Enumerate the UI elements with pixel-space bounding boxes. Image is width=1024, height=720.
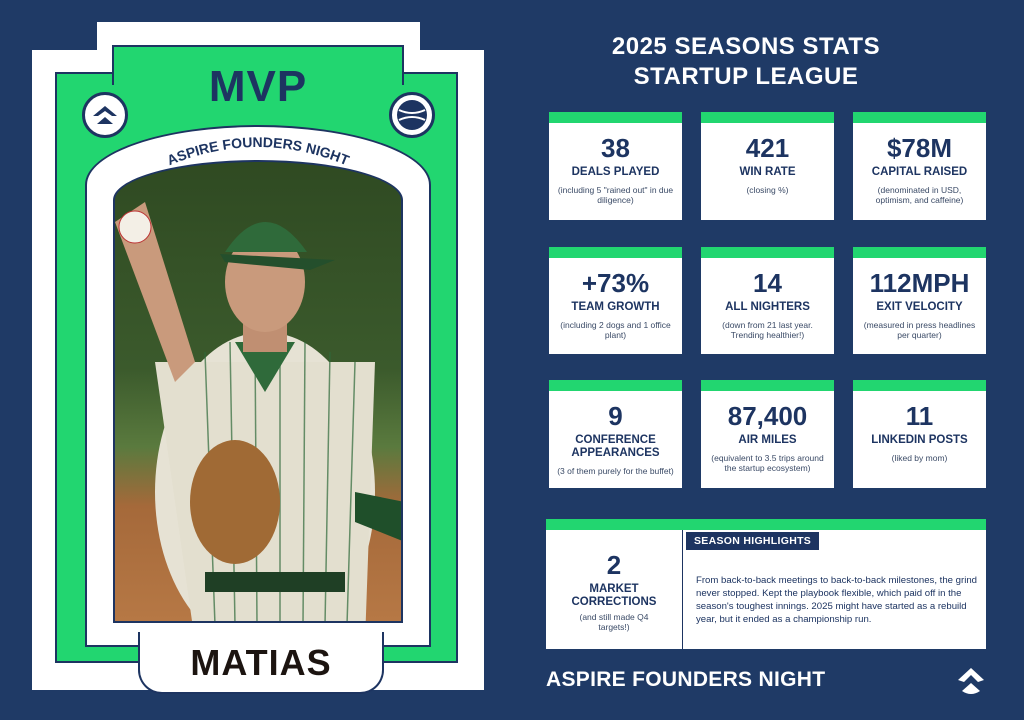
stat-label: MARKET CORRECTIONS	[571, 583, 657, 608]
stat-label: DEALS PLAYED	[571, 166, 660, 178]
page-title: 2025 SEASONS STATS STARTUP LEAGUE	[546, 32, 946, 92]
season-highlights-title: SEASON HIGHLIGHTS	[686, 532, 820, 550]
stat-label: WIN RATE	[739, 166, 796, 178]
stat-card-team-growth: +73% TEAM GROWTH (including 2 dogs and 1…	[549, 247, 682, 354]
stat-value: 38	[601, 133, 630, 163]
title-line-1: 2025 SEASONS STATS	[611, 33, 881, 60]
stat-card-win-rate: 421 WIN RATE (closing %)	[701, 112, 834, 220]
highlights-panel: 2 MARKET CORRECTIONS (and still made Q4 …	[546, 519, 986, 649]
stat-market-corrections: 2 MARKET CORRECTIONS (and still made Q4 …	[546, 530, 683, 649]
season-highlights-text: From back-to-back meetings to back-to-ba…	[696, 575, 978, 625]
mvp-title: MVP	[208, 62, 308, 111]
stat-value: 2	[606, 550, 622, 580]
stat-value: 87,400	[727, 401, 808, 431]
stat-note: (down from 21 last year. Trending health…	[722, 320, 813, 340]
stat-value: 14	[753, 268, 782, 298]
player-name: MATIAS	[138, 632, 384, 694]
stat-value: 11	[905, 401, 934, 431]
stat-label: AIR MILES	[738, 434, 797, 446]
aspire-logo-icon	[82, 92, 128, 138]
footer-label: ASPIRE FOUNDERS NIGHT	[546, 668, 826, 691]
stat-label: EXIT VELOCITY	[876, 301, 963, 313]
baseball-icon	[389, 92, 435, 138]
stat-card-deals-played: 38 DEALS PLAYED (including 5 "rained out…	[549, 112, 682, 220]
title-line-2: STARTUP LEAGUE	[633, 63, 859, 90]
stat-card-linkedin-posts: 11 LINKEDIN POSTS (liked by mom)	[853, 380, 986, 488]
stat-label: ALL NIGHTERS	[725, 301, 810, 313]
stat-label: CONFERENCE APPEARANCES	[571, 434, 660, 459]
stat-note: (equivalent to 3.5 trips around the star…	[711, 453, 824, 473]
card-green-tab	[112, 45, 404, 85]
stat-value: $78M	[886, 133, 953, 163]
stat-card-exit-velocity: 112MPH EXIT VELOCITY (measured in press …	[853, 247, 986, 354]
stat-note: (liked by mom)	[891, 453, 948, 463]
stat-card-air-miles: 87,400 AIR MILES (equivalent to 3.5 trip…	[701, 380, 834, 488]
stat-note: (denominated in USD, optimism, and caffe…	[875, 185, 964, 205]
stat-note: (including 5 "rained out" in due diligen…	[557, 185, 674, 205]
stat-card-all-nighters: 14 ALL NIGHTERS (down from 21 last year.…	[701, 247, 834, 354]
stat-note: (closing %)	[746, 185, 789, 195]
stat-note: (measured in press headlines per quarter…	[863, 320, 976, 340]
stat-value: 112MPH	[869, 268, 970, 298]
stat-note: (and still made Q4 targets!)	[579, 612, 649, 632]
stat-value: +73%	[581, 268, 650, 298]
stat-label: TEAM GROWTH	[571, 301, 660, 313]
stat-card-capital-raised: $78M CAPITAL RAISED (denominated in USD,…	[853, 112, 986, 220]
aspire-logo-icon	[956, 664, 986, 701]
stat-label: CAPITAL RAISED	[871, 166, 968, 178]
stat-value: 421	[745, 133, 790, 163]
stat-note: (including 2 dogs and 1 office plant)	[560, 320, 671, 340]
stat-card-conference-appearances: 9 CONFERENCE APPEARANCES (3 of them pure…	[549, 380, 682, 488]
stat-note: (3 of them purely for the buffet)	[557, 466, 674, 476]
stat-label: LINKEDIN POSTS	[871, 434, 968, 446]
player-photo	[113, 160, 403, 623]
stat-value: 9	[608, 401, 623, 431]
